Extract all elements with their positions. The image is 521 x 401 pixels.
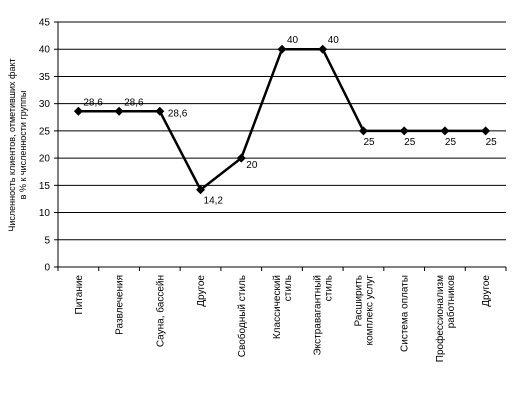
y-tick-label: 30: [39, 99, 51, 110]
x-category-label: Другое: [196, 275, 207, 307]
x-category-label: Сауна, бассейн: [154, 275, 166, 347]
y-tick-label: 10: [39, 208, 51, 219]
y-tick-label: 15: [39, 181, 51, 192]
series: [73, 44, 491, 195]
y-tick-label: 0: [44, 263, 50, 274]
data-label: 40: [287, 35, 299, 46]
data-label: 25: [445, 137, 457, 148]
x-category-label: Расширить: [353, 275, 364, 326]
data-label: 25: [363, 137, 375, 148]
data-label: 28,6: [168, 108, 188, 119]
x-category-label: Другое: [481, 275, 492, 307]
y-tick-label: 35: [39, 72, 51, 83]
x-category-label: работников: [445, 275, 457, 328]
x-tick-labels: Питание Развлечения Сауна, бассейн Другое Св…: [74, 275, 492, 363]
y-tick-label: 5: [44, 235, 50, 246]
data-point-marker: [399, 126, 409, 136]
x-category-label: Система оплаты: [400, 275, 411, 352]
data-label: 25: [404, 137, 416, 148]
x-category-label: комплекс услуг: [364, 275, 375, 346]
data-point-marker: [358, 126, 368, 136]
x-category-label: Классический: [272, 275, 283, 339]
data-point-marker: [196, 185, 206, 195]
data-point-marker: [277, 44, 287, 54]
data-point-marker: [155, 106, 165, 116]
y-axis-title-line-2: в % к численности группы: [18, 91, 28, 200]
data-point-marker: [440, 126, 450, 136]
x-category-label: Экстравагантный: [313, 275, 324, 356]
data-label: 14,2: [204, 196, 224, 207]
y-tick-labels: 0 5 10 15 20 25 30 35 40 45: [39, 18, 51, 274]
data-label: 40: [328, 35, 340, 46]
series-line: [78, 47, 486, 192]
data-label: 20: [246, 160, 258, 171]
y-tick-label: 20: [39, 154, 51, 165]
x-category-label: Питание: [74, 275, 85, 315]
data-labels: 28,6 28,6 28,6 14,2 20 40 40 25 25 25 25: [83, 35, 497, 206]
y-tick-label: 45: [39, 18, 51, 29]
x-category-label: стиль: [324, 275, 335, 301]
data-point-marker: [73, 106, 83, 116]
data-label: 25: [486, 137, 498, 148]
y-tick-label: 25: [39, 126, 51, 137]
gridlines: [58, 21, 506, 241]
data-point-marker: [318, 44, 328, 54]
x-category-label: Профессионализм: [434, 275, 446, 362]
x-category-label: стиль: [283, 275, 294, 301]
data-point-marker: [481, 126, 491, 136]
x-category-label: Развлечения: [115, 275, 126, 335]
y-tick-label: 40: [39, 45, 51, 56]
axes: [54, 21, 507, 271]
data-point-marker: [114, 106, 124, 116]
x-category-label: Свободный стиль: [236, 275, 248, 357]
data-label: 28,6: [83, 97, 103, 108]
data-point-marker: [236, 153, 246, 163]
y-axis-title-line-1: Численность клиентов, отметивших факт: [7, 58, 17, 231]
data-label: 28,6: [124, 97, 144, 108]
